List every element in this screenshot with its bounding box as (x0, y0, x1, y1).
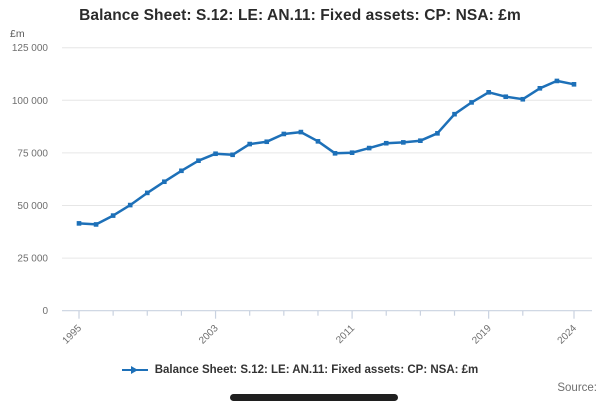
data-point-1996[interactable] (93, 222, 99, 227)
x-tick-label: 2024 (556, 323, 580, 347)
data-point-2011[interactable] (349, 150, 355, 155)
y-tick-label: 75 000 (17, 148, 48, 159)
y-tick-label: 50 000 (17, 201, 48, 212)
data-point-1998[interactable] (127, 202, 133, 208)
series-line (77, 79, 576, 226)
y-tick-label: 100 000 (12, 96, 49, 107)
legend-line-marker-icon (121, 365, 148, 375)
data-point-2008[interactable] (298, 129, 304, 135)
data-point-2020[interactable] (503, 94, 509, 100)
data-point-1999[interactable] (144, 190, 150, 196)
data-point-2014[interactable] (401, 140, 406, 145)
data-point-2012[interactable] (366, 145, 372, 151)
data-point-2002[interactable] (196, 158, 201, 163)
data-point-2018[interactable] (469, 100, 474, 105)
y-tick-label: 125 000 (12, 43, 49, 54)
data-point-2022[interactable] (537, 86, 543, 91)
data-point-2001[interactable] (179, 168, 184, 174)
data-point-1997[interactable] (110, 213, 116, 218)
data-point-2024[interactable] (571, 82, 577, 87)
x-tick-label: 1995 (61, 323, 85, 347)
legend-label: Balance Sheet: S.12: LE: AN.11: Fixed as… (154, 364, 479, 376)
data-point-2000[interactable] (162, 179, 167, 185)
data-point-2016[interactable] (435, 131, 440, 136)
x-tick-label: 2019 (470, 323, 494, 347)
data-point-2004[interactable] (230, 152, 235, 158)
data-point-2006[interactable] (264, 139, 270, 145)
data-point-2021[interactable] (520, 96, 526, 102)
legend[interactable]: Balance Sheet: S.12: LE: AN.11: Fixed as… (0, 364, 600, 376)
data-point-2013[interactable] (383, 140, 389, 146)
chart-title: Balance Sheet: S.12: LE: AN.11: Fixed as… (79, 7, 521, 24)
horizontal-scrollbar-thumb[interactable] (230, 394, 398, 401)
source-label: Source: (557, 382, 597, 394)
data-point-2015[interactable] (418, 138, 423, 143)
data-point-2019[interactable] (486, 90, 491, 95)
data-point-2023[interactable] (554, 78, 560, 84)
y-tick-label: 25 000 (17, 254, 48, 265)
x-tick-label: 2011 (334, 323, 357, 346)
data-point-1995[interactable] (76, 221, 82, 226)
y-axis-unit-label: £m (10, 28, 25, 40)
data-point-2005[interactable] (247, 141, 252, 147)
data-point-2007[interactable] (281, 131, 287, 137)
data-point-2009[interactable] (315, 139, 321, 144)
line-chart[interactable]: 0 25 000 50 000 75 000 100 000 125 000 1995 200… (0, 0, 600, 360)
x-tick-label: 2003 (197, 323, 221, 347)
data-point-2010[interactable] (332, 151, 338, 156)
y-tick-label: 0 (42, 306, 48, 317)
data-point-2017[interactable] (452, 111, 457, 117)
data-point-2003[interactable] (213, 151, 218, 157)
